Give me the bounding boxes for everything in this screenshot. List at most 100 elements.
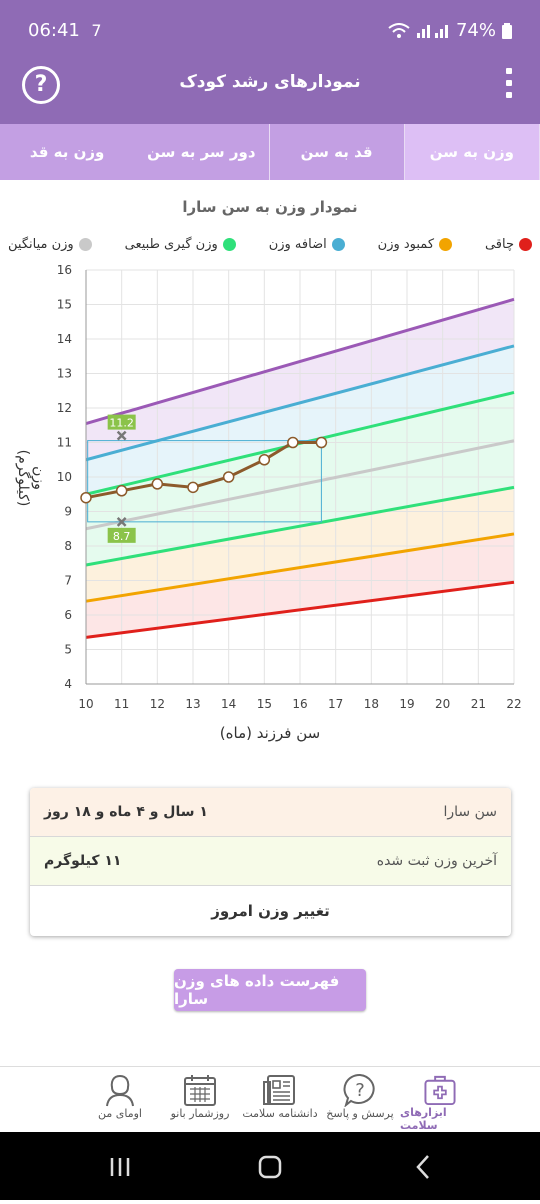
user-icon: [106, 1074, 134, 1107]
y-tick-label: 11: [57, 436, 72, 450]
data-point: [287, 436, 299, 449]
data-point: [315, 436, 328, 449]
weight-for-age-chart: 10 11 12 13 14 15 16 17 18 19 20 21 22 4 5 6 7 8 9 10 11 12 13…: [57, 263, 522, 711]
y-tick-label: 8: [64, 539, 72, 553]
marker-badge: [107, 527, 136, 543]
nav-my-profile[interactable]: اومای من: [80, 1067, 160, 1132]
x-axis-label: سن فرزند (ماه): [219, 724, 321, 742]
y-tick-label: 7: [64, 574, 72, 588]
status-icons: 74%: [388, 20, 512, 41]
legend-item-overweight: اضافه وزن: [269, 237, 345, 252]
bottom-navigation: ابزارهای سلامت ? پرسش و پاسخ دانشنامه سل…: [0, 1066, 540, 1132]
status-time: 06:41 7: [28, 20, 102, 41]
age-value: ۱ سال و ۴ ماه و ۱۸ روز: [44, 804, 208, 820]
y-tick-label: 15: [57, 298, 72, 312]
marker-badge: [107, 414, 136, 430]
y-tick-label: 12: [57, 401, 72, 415]
page-title: نمودارهای رشد کودک: [179, 72, 361, 92]
signal-icon: [416, 24, 448, 38]
legend-dot: [439, 238, 453, 251]
x-tick-label: 22: [506, 697, 521, 711]
legend-dot: [78, 238, 92, 251]
data-point: [80, 491, 92, 504]
health-kit-icon: [424, 1075, 456, 1106]
x-tick-label: 11: [114, 697, 129, 711]
chart-title: نمودار وزن به سن سارا: [182, 198, 358, 216]
battery-text: 74%: [455, 20, 496, 41]
legend-dot: [518, 238, 532, 251]
reference-line: [85, 532, 515, 603]
calendar-icon: [184, 1075, 216, 1106]
tab-weight-for-height[interactable]: وزن به قد: [29, 143, 105, 161]
last-weight-label: آخرین وزن ثبت شده: [376, 853, 497, 869]
x-tick-label: 10: [78, 697, 93, 711]
x-tick-label: 16: [292, 697, 307, 711]
y-tick-label: 6: [64, 608, 72, 622]
y-tick-label: 5: [64, 643, 72, 657]
data-point: [258, 454, 271, 466]
legend-item-normal: وزن گیری طبیعی: [125, 237, 236, 252]
legend-dot: [222, 238, 236, 251]
help-icon[interactable]: ?: [22, 66, 60, 104]
y-tick-label: 13: [57, 367, 72, 381]
y-tick-label: 9: [64, 505, 72, 519]
nav-calendar[interactable]: روزشمار بانو: [160, 1067, 240, 1132]
chart-tabs: وزن به سن قد به سن دور سر به سن وزن به ق…: [0, 124, 540, 180]
x-tick-label: 18: [364, 697, 379, 711]
tab-height-for-age[interactable]: قد به سن: [270, 124, 405, 180]
marker-label: 11.2: [109, 417, 134, 430]
age-row: سن سارا ۱ سال و ۴ ماه و ۱۸ روز: [30, 788, 511, 837]
back-icon[interactable]: [416, 1155, 429, 1179]
legend-item-average: وزن میانگین: [8, 237, 92, 252]
x-tick-label: 19: [399, 697, 414, 711]
data-point: [187, 481, 199, 494]
weight-data-list-button[interactable]: فهرست داده های وزن سارا: [174, 969, 366, 1011]
encyclopedia-icon: [263, 1075, 295, 1105]
data-point: [222, 471, 235, 483]
wifi-icon: [388, 22, 410, 38]
y-tick-label: 4: [64, 677, 72, 691]
marker-cross: [116, 430, 127, 441]
nav-health-tools[interactable]: ابزارهای سلامت: [400, 1067, 480, 1132]
change-weight-button[interactable]: تغییر وزن امروز: [211, 902, 330, 920]
chart-legend: چاقی کمبود وزن اضافه وزن وزن گیری طبیعی …: [8, 237, 532, 252]
x-tick-label: 13: [185, 697, 200, 711]
last-weight-value: ۱۱ کیلوگرم: [44, 853, 122, 869]
nav-questions[interactable]: ? پرسش و پاسخ: [320, 1067, 400, 1132]
question-bubble-icon: ?: [343, 1073, 375, 1107]
y-tick-label: 14: [57, 332, 72, 346]
more-menu-icon[interactable]: [506, 68, 514, 102]
data-point: [115, 485, 128, 497]
battery-icon: [502, 22, 512, 39]
y-tick-label: 10: [57, 470, 72, 484]
legend-item-underweight: کمبود وزن: [378, 237, 453, 252]
home-icon[interactable]: [258, 1155, 282, 1179]
x-tick-label: 15: [257, 697, 272, 711]
status-bar: 06:41 7 74%: [0, 0, 540, 44]
marker-cross: [116, 516, 127, 527]
y-tick-label: 16: [57, 263, 72, 277]
svg-text:?: ?: [355, 1080, 365, 1101]
tab-weight-for-age[interactable]: وزن به سن: [404, 124, 540, 180]
tab-head-circumference[interactable]: دور سر به سن: [134, 124, 270, 180]
reference-line: [85, 439, 515, 531]
recent-apps-icon[interactable]: [110, 1158, 130, 1176]
legend-dot: [331, 238, 345, 251]
x-tick-label: 14: [221, 697, 236, 711]
reference-line: [85, 580, 515, 639]
child-info-card: سن سارا ۱ سال و ۴ ماه و ۱۸ روز آخرین وزن…: [30, 788, 511, 936]
x-tick-label: 17: [328, 697, 343, 711]
range-guide-box: [87, 440, 322, 523]
y-axis-label: وزن (کیلوگرم): [15, 449, 47, 507]
legend-item-obese: چاقی: [485, 237, 532, 252]
marker-label: 8.7: [113, 530, 131, 543]
nav-encyclopedia[interactable]: دانشنامه سلامت: [240, 1067, 320, 1132]
reference-line: [85, 297, 515, 425]
last-weight-row: آخرین وزن ثبت شده ۱۱ کیلوگرم: [30, 837, 511, 886]
reference-line: [85, 485, 515, 567]
system-navigation-bar: [0, 1132, 540, 1200]
app-header: ? نمودارهای رشد کودک: [0, 44, 540, 124]
x-tick-label: 21: [471, 697, 486, 711]
age-label: سن سارا: [443, 804, 497, 820]
x-tick-label: 12: [150, 697, 165, 711]
